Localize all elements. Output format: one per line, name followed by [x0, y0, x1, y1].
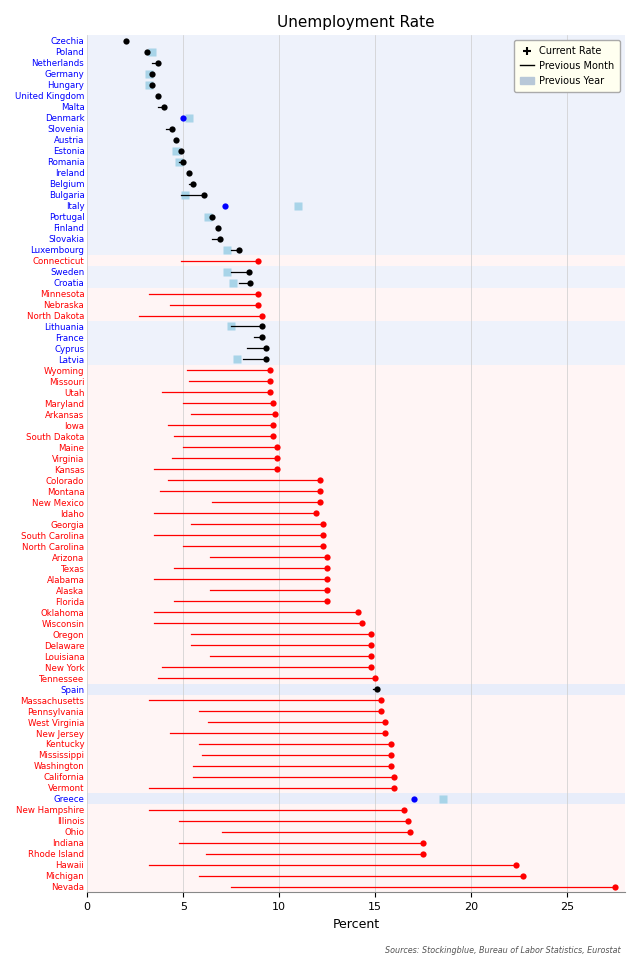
- Bar: [87, 200, 625, 211]
- Bar: [87, 101, 625, 112]
- Bar: [87, 36, 625, 46]
- Bar: [87, 420, 625, 431]
- Bar: [87, 595, 625, 607]
- Bar: [87, 123, 625, 134]
- Bar: [87, 156, 625, 167]
- Bar: [87, 673, 625, 684]
- Bar: [87, 694, 625, 706]
- Bar: [87, 376, 625, 387]
- Bar: [87, 617, 625, 629]
- Bar: [87, 881, 625, 893]
- Bar: [87, 211, 625, 222]
- Bar: [87, 475, 625, 486]
- Bar: [87, 343, 625, 354]
- Bar: [87, 442, 625, 453]
- Bar: [87, 90, 625, 101]
- Bar: [87, 222, 625, 233]
- Bar: [87, 661, 625, 673]
- Bar: [87, 728, 625, 738]
- Bar: [87, 684, 625, 694]
- Bar: [87, 772, 625, 782]
- Bar: [87, 244, 625, 255]
- Bar: [87, 365, 625, 376]
- Bar: [87, 145, 625, 156]
- Title: Unemployment Rate: Unemployment Rate: [277, 15, 435, 30]
- Bar: [87, 255, 625, 266]
- Bar: [87, 530, 625, 540]
- Bar: [87, 387, 625, 397]
- Bar: [87, 321, 625, 332]
- Bar: [87, 639, 625, 651]
- Bar: [87, 540, 625, 552]
- Bar: [87, 299, 625, 310]
- Bar: [87, 112, 625, 123]
- Bar: [87, 310, 625, 321]
- Bar: [87, 750, 625, 760]
- Bar: [87, 738, 625, 750]
- Bar: [87, 782, 625, 793]
- Bar: [87, 760, 625, 772]
- Bar: [87, 179, 625, 189]
- Bar: [87, 651, 625, 661]
- Legend: Current Rate, Previous Month, Previous Year: Current Rate, Previous Month, Previous Y…: [514, 40, 620, 91]
- Bar: [87, 134, 625, 145]
- Bar: [87, 629, 625, 639]
- Bar: [87, 563, 625, 574]
- Bar: [87, 58, 625, 68]
- Bar: [87, 453, 625, 464]
- Bar: [87, 607, 625, 617]
- Bar: [87, 815, 625, 827]
- Bar: [87, 332, 625, 343]
- Bar: [87, 716, 625, 728]
- Bar: [87, 464, 625, 475]
- Bar: [87, 68, 625, 80]
- Bar: [87, 288, 625, 299]
- Bar: [87, 397, 625, 409]
- Bar: [87, 277, 625, 288]
- Bar: [87, 354, 625, 365]
- Bar: [87, 508, 625, 518]
- X-axis label: Percent: Percent: [333, 918, 380, 930]
- Bar: [87, 486, 625, 496]
- Bar: [87, 496, 625, 508]
- Bar: [87, 849, 625, 859]
- Bar: [87, 266, 625, 277]
- Bar: [87, 189, 625, 200]
- Bar: [87, 859, 625, 871]
- Bar: [87, 871, 625, 881]
- Bar: [87, 46, 625, 58]
- Bar: [87, 574, 625, 585]
- Bar: [87, 552, 625, 563]
- Bar: [87, 827, 625, 837]
- Bar: [87, 518, 625, 530]
- Bar: [87, 80, 625, 90]
- Bar: [87, 793, 625, 804]
- Bar: [87, 837, 625, 849]
- Bar: [87, 233, 625, 244]
- Bar: [87, 585, 625, 595]
- Bar: [87, 431, 625, 442]
- Bar: [87, 167, 625, 179]
- Bar: [87, 804, 625, 815]
- Text: Sources: Stockingblue, Bureau of Labor Statistics, Eurostat: Sources: Stockingblue, Bureau of Labor S…: [385, 947, 621, 955]
- Bar: [87, 706, 625, 716]
- Bar: [87, 409, 625, 420]
